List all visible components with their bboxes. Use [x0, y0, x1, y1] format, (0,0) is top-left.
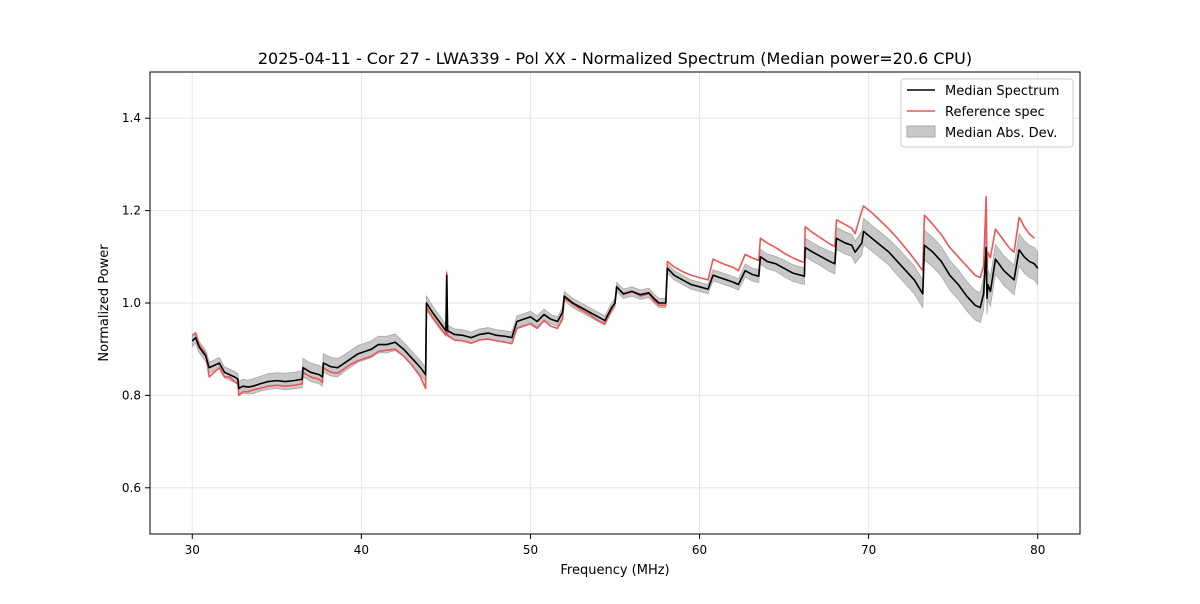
- y-tick-label: 1.2: [122, 204, 141, 218]
- y-tick-label: 0.8: [122, 388, 141, 402]
- legend: Median Spectrum Reference spec Median Ab…: [900, 78, 1074, 148]
- y-tick-label: 0.6: [122, 481, 141, 495]
- x-tick-label: 50: [523, 543, 538, 557]
- legend-median-label: Median Spectrum: [945, 84, 1059, 99]
- axis-ticks: 30 40 50 60 70 80 0.6 0.8 1.0 1.2 1.4: [122, 111, 1045, 557]
- legend-mad-swatch: [906, 125, 936, 138]
- chart-title: 2025-04-11 - Cor 27 - LWA339 - Pol XX - …: [258, 49, 972, 68]
- y-tick-label: 1.0: [122, 296, 141, 310]
- legend-reference-label: Reference spec: [945, 105, 1045, 120]
- x-tick-label: 40: [354, 543, 369, 557]
- y-tick-label: 1.4: [122, 111, 141, 125]
- y-axis-label: Normalized Power: [97, 244, 112, 362]
- legend-mad-label: Median Abs. Dev.: [945, 126, 1057, 141]
- x-tick-label: 60: [692, 543, 707, 557]
- legend-box: [900, 78, 1074, 148]
- x-tick-label: 80: [1030, 543, 1045, 557]
- x-tick-label: 70: [861, 543, 876, 557]
- series-layer: [191, 195, 1039, 397]
- x-axis-label: Frequency (MHz): [560, 563, 669, 578]
- x-tick-label: 30: [185, 543, 200, 557]
- median-spectrum-line: [191, 230, 1039, 390]
